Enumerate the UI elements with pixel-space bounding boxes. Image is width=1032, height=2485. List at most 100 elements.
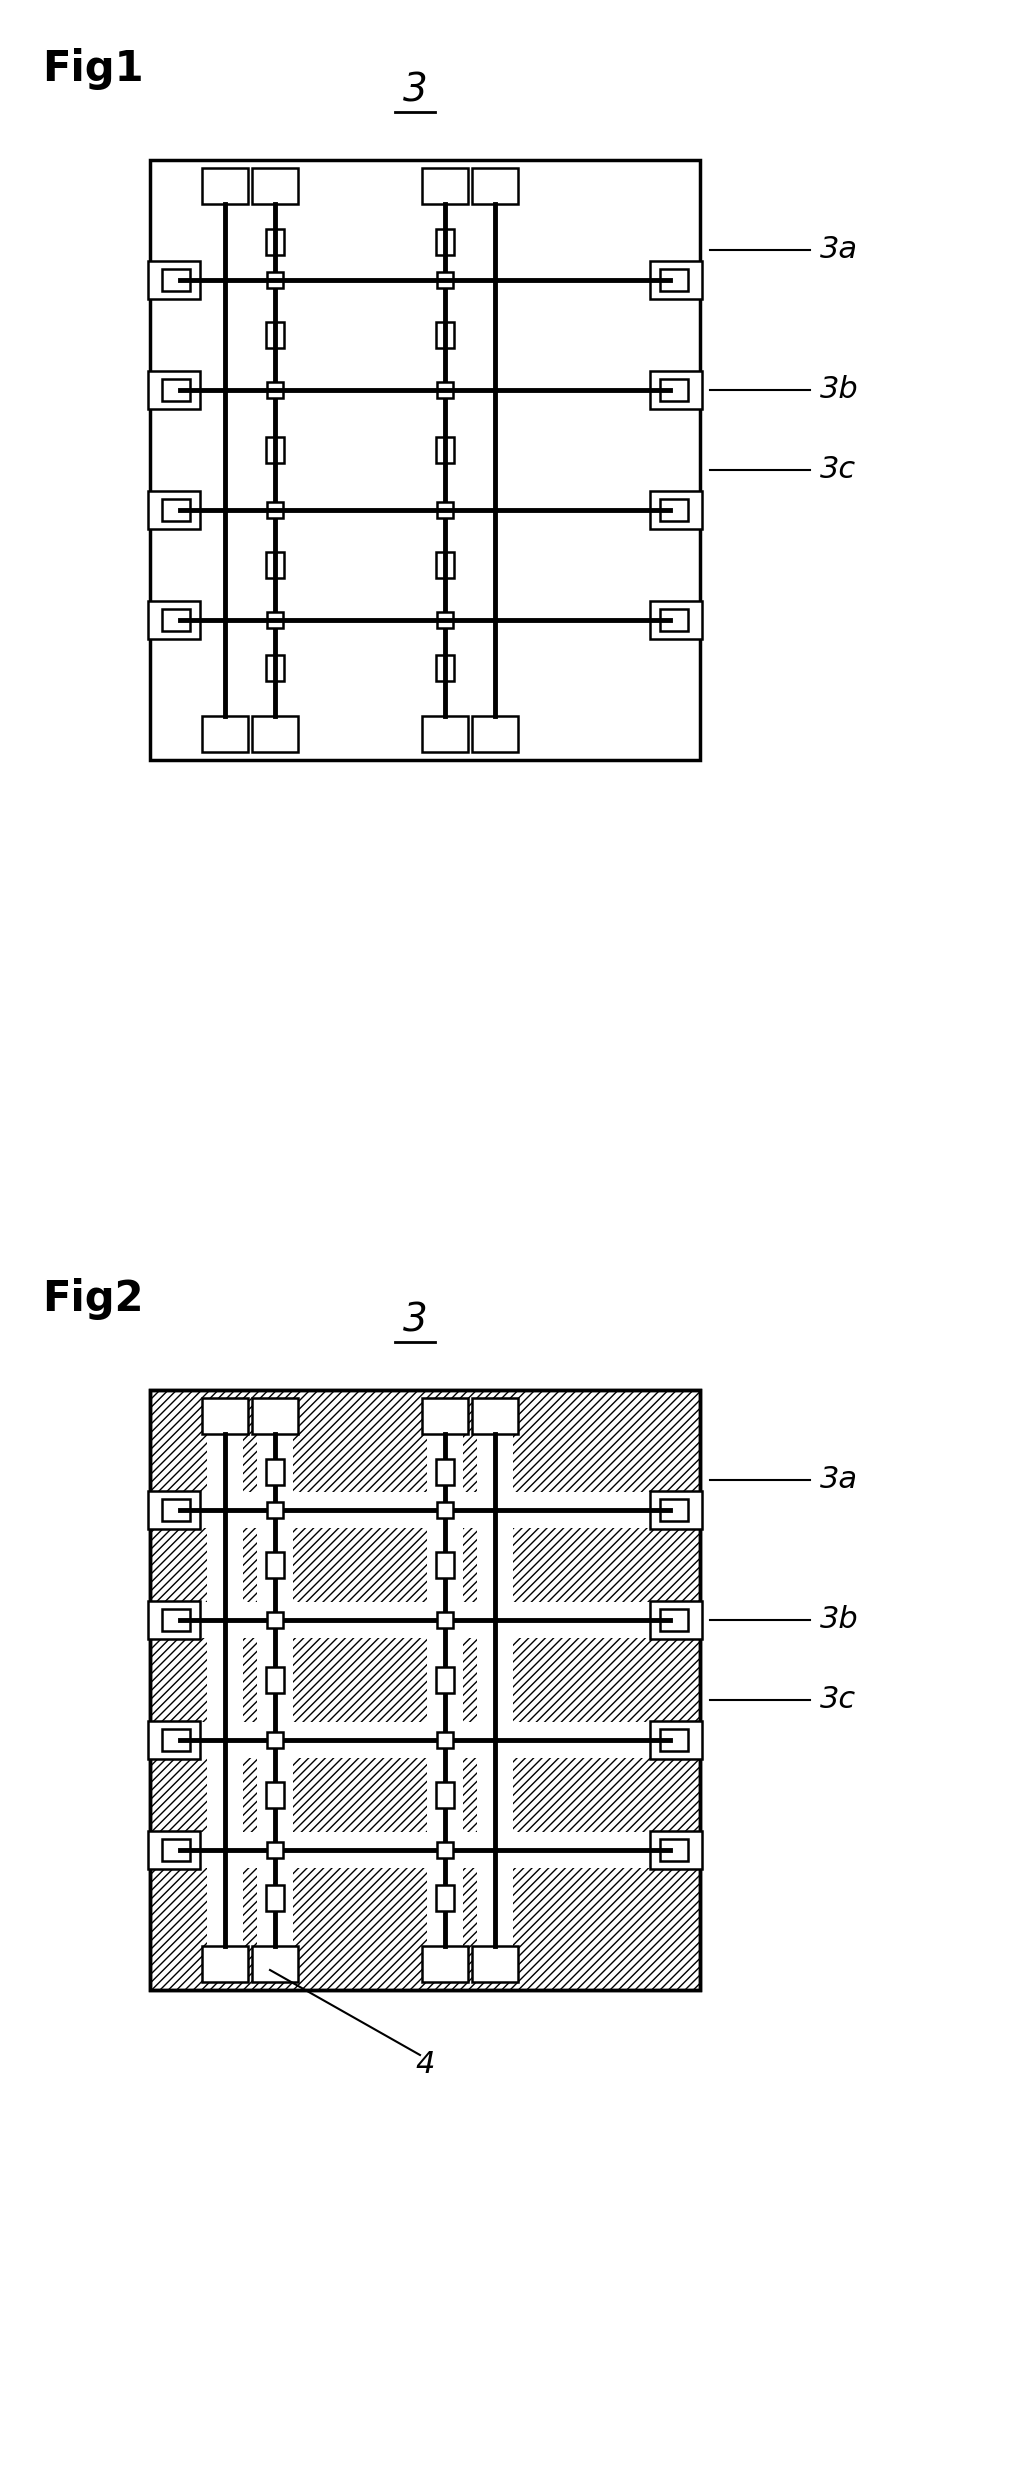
Bar <box>422 716 467 753</box>
Bar <box>650 492 702 529</box>
Bar <box>472 1399 518 1434</box>
Bar <box>436 1782 454 1809</box>
Bar <box>202 169 248 204</box>
Bar <box>252 1399 298 1434</box>
Bar <box>437 1732 453 1747</box>
Bar <box>266 229 284 256</box>
Bar <box>266 1667 284 1692</box>
Bar <box>660 268 688 291</box>
Bar <box>266 323 284 348</box>
Bar <box>427 1434 463 1946</box>
Bar <box>267 271 283 288</box>
Bar <box>660 609 688 631</box>
Text: Fig2: Fig2 <box>42 1277 143 1320</box>
Bar <box>436 229 454 256</box>
Bar <box>422 1946 467 1983</box>
Bar <box>437 1613 453 1628</box>
Bar <box>436 1667 454 1692</box>
Bar <box>267 1613 283 1628</box>
Bar <box>267 1501 283 1518</box>
Bar <box>437 271 453 288</box>
Bar <box>436 437 454 462</box>
Bar <box>650 370 702 410</box>
Bar <box>202 716 248 753</box>
Bar <box>660 1498 688 1521</box>
Bar <box>150 159 700 760</box>
Bar <box>148 492 200 529</box>
Bar <box>436 1553 454 1578</box>
Bar <box>437 611 453 629</box>
Bar <box>477 1434 513 1946</box>
Bar <box>660 380 688 400</box>
Text: 3c: 3c <box>820 455 857 485</box>
Bar <box>660 499 688 522</box>
Bar <box>267 383 283 398</box>
Bar <box>436 656 454 681</box>
Bar <box>148 1600 200 1640</box>
Bar <box>650 1491 702 1528</box>
Bar <box>257 1434 293 1946</box>
Bar <box>266 552 284 579</box>
Bar <box>252 716 298 753</box>
Text: Fig1: Fig1 <box>42 47 143 89</box>
Bar <box>162 1498 190 1521</box>
Text: 3: 3 <box>402 72 427 109</box>
Bar <box>650 1600 702 1640</box>
Bar <box>180 1722 670 1757</box>
Bar <box>437 1501 453 1518</box>
Bar <box>162 1839 190 1861</box>
Bar <box>266 1886 284 1911</box>
Bar <box>267 1841 283 1859</box>
Bar <box>180 1603 670 1638</box>
Bar <box>650 1831 702 1869</box>
Bar <box>437 383 453 398</box>
Bar <box>437 1841 453 1859</box>
Bar <box>148 261 200 298</box>
Bar <box>266 656 284 681</box>
Bar <box>162 1608 190 1630</box>
Bar <box>266 437 284 462</box>
Text: 3c: 3c <box>820 1685 857 1715</box>
Bar <box>202 1399 248 1434</box>
Text: 3b: 3b <box>820 375 859 405</box>
Bar <box>437 502 453 517</box>
Bar <box>148 370 200 410</box>
Bar <box>162 380 190 400</box>
Bar <box>180 1491 670 1528</box>
Bar <box>422 1399 467 1434</box>
Text: 4: 4 <box>415 2050 434 2080</box>
Text: 3a: 3a <box>820 1466 859 1493</box>
Bar <box>148 601 200 639</box>
Bar <box>436 1886 454 1911</box>
Bar <box>650 261 702 298</box>
Bar <box>252 169 298 204</box>
Text: 3b: 3b <box>820 1605 859 1635</box>
Bar <box>266 1553 284 1578</box>
Bar <box>266 1782 284 1809</box>
Bar <box>436 552 454 579</box>
Bar <box>180 1831 670 1869</box>
Bar <box>436 323 454 348</box>
Bar <box>472 716 518 753</box>
Bar <box>650 601 702 639</box>
Bar <box>202 1946 248 1983</box>
Text: 3a: 3a <box>820 236 859 263</box>
Bar <box>150 1389 700 1990</box>
Bar <box>252 1946 298 1983</box>
Bar <box>162 268 190 291</box>
Bar <box>472 1946 518 1983</box>
Bar <box>660 1839 688 1861</box>
Bar <box>148 1722 200 1759</box>
Bar <box>660 1730 688 1752</box>
Bar <box>422 169 467 204</box>
Bar <box>650 1722 702 1759</box>
Bar <box>148 1491 200 1528</box>
Bar <box>162 609 190 631</box>
Bar <box>266 1459 284 1486</box>
Bar <box>267 1732 283 1747</box>
Bar <box>162 1730 190 1752</box>
Bar <box>148 1831 200 1869</box>
Bar <box>162 499 190 522</box>
Bar <box>436 1459 454 1486</box>
Bar <box>207 1434 243 1946</box>
